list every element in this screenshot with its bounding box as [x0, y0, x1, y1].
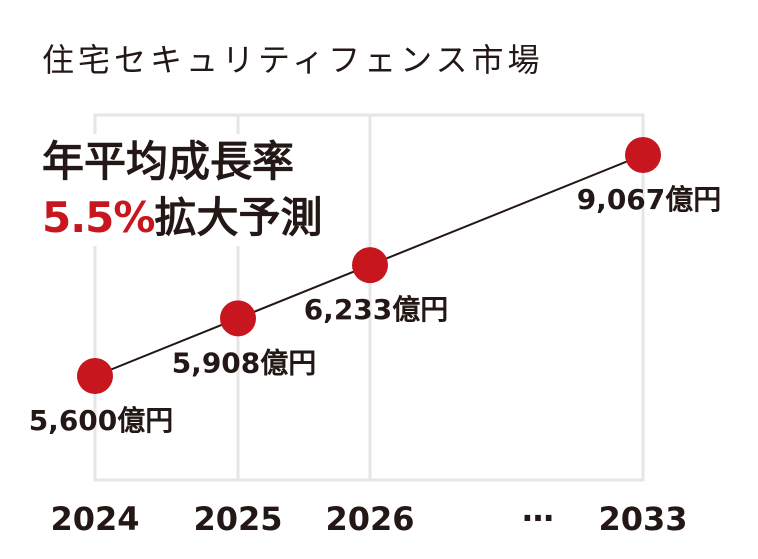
data-point-2024 — [77, 358, 113, 394]
annotation-line-2: 5.5%拡大予測 — [42, 190, 323, 246]
data-point-2026 — [352, 247, 388, 284]
x-tick-ellipsis: … — [522, 491, 554, 529]
data-label-2024: 5,600億円 — [29, 404, 174, 437]
growth-annotation: 年平均成長率 5.5%拡大予測 — [38, 134, 329, 246]
series-line-group — [94, 154, 644, 377]
data-label-2033: 9,067億円 — [577, 183, 722, 216]
x-tick-2026: 2026 — [325, 500, 414, 538]
annotation-forecast-text: 拡大予測 — [154, 193, 323, 242]
annotation-line-1: 年平均成長率 — [42, 137, 295, 186]
data-label-2026: 6,233億円 — [304, 293, 449, 326]
data-point-2033 — [625, 137, 661, 173]
data-point-2025 — [220, 300, 256, 337]
chart-title: 住宅セキュリティフェンス市場 — [42, 41, 544, 79]
x-tick-2025: 2025 — [193, 500, 282, 538]
data-labels: 5,600億円 5,908億円 6,233億円 9,067億円 — [29, 183, 722, 437]
data-label-2025: 5,908億円 — [172, 346, 317, 379]
x-axis-ticks: 2024 2025 2026 … 2033 — [50, 491, 687, 538]
x-tick-2033: 2033 — [598, 500, 687, 538]
growth-rate: 5.5% — [42, 193, 155, 242]
data-points — [77, 137, 661, 394]
x-tick-2024: 2024 — [50, 500, 139, 538]
series-line — [94, 154, 644, 377]
